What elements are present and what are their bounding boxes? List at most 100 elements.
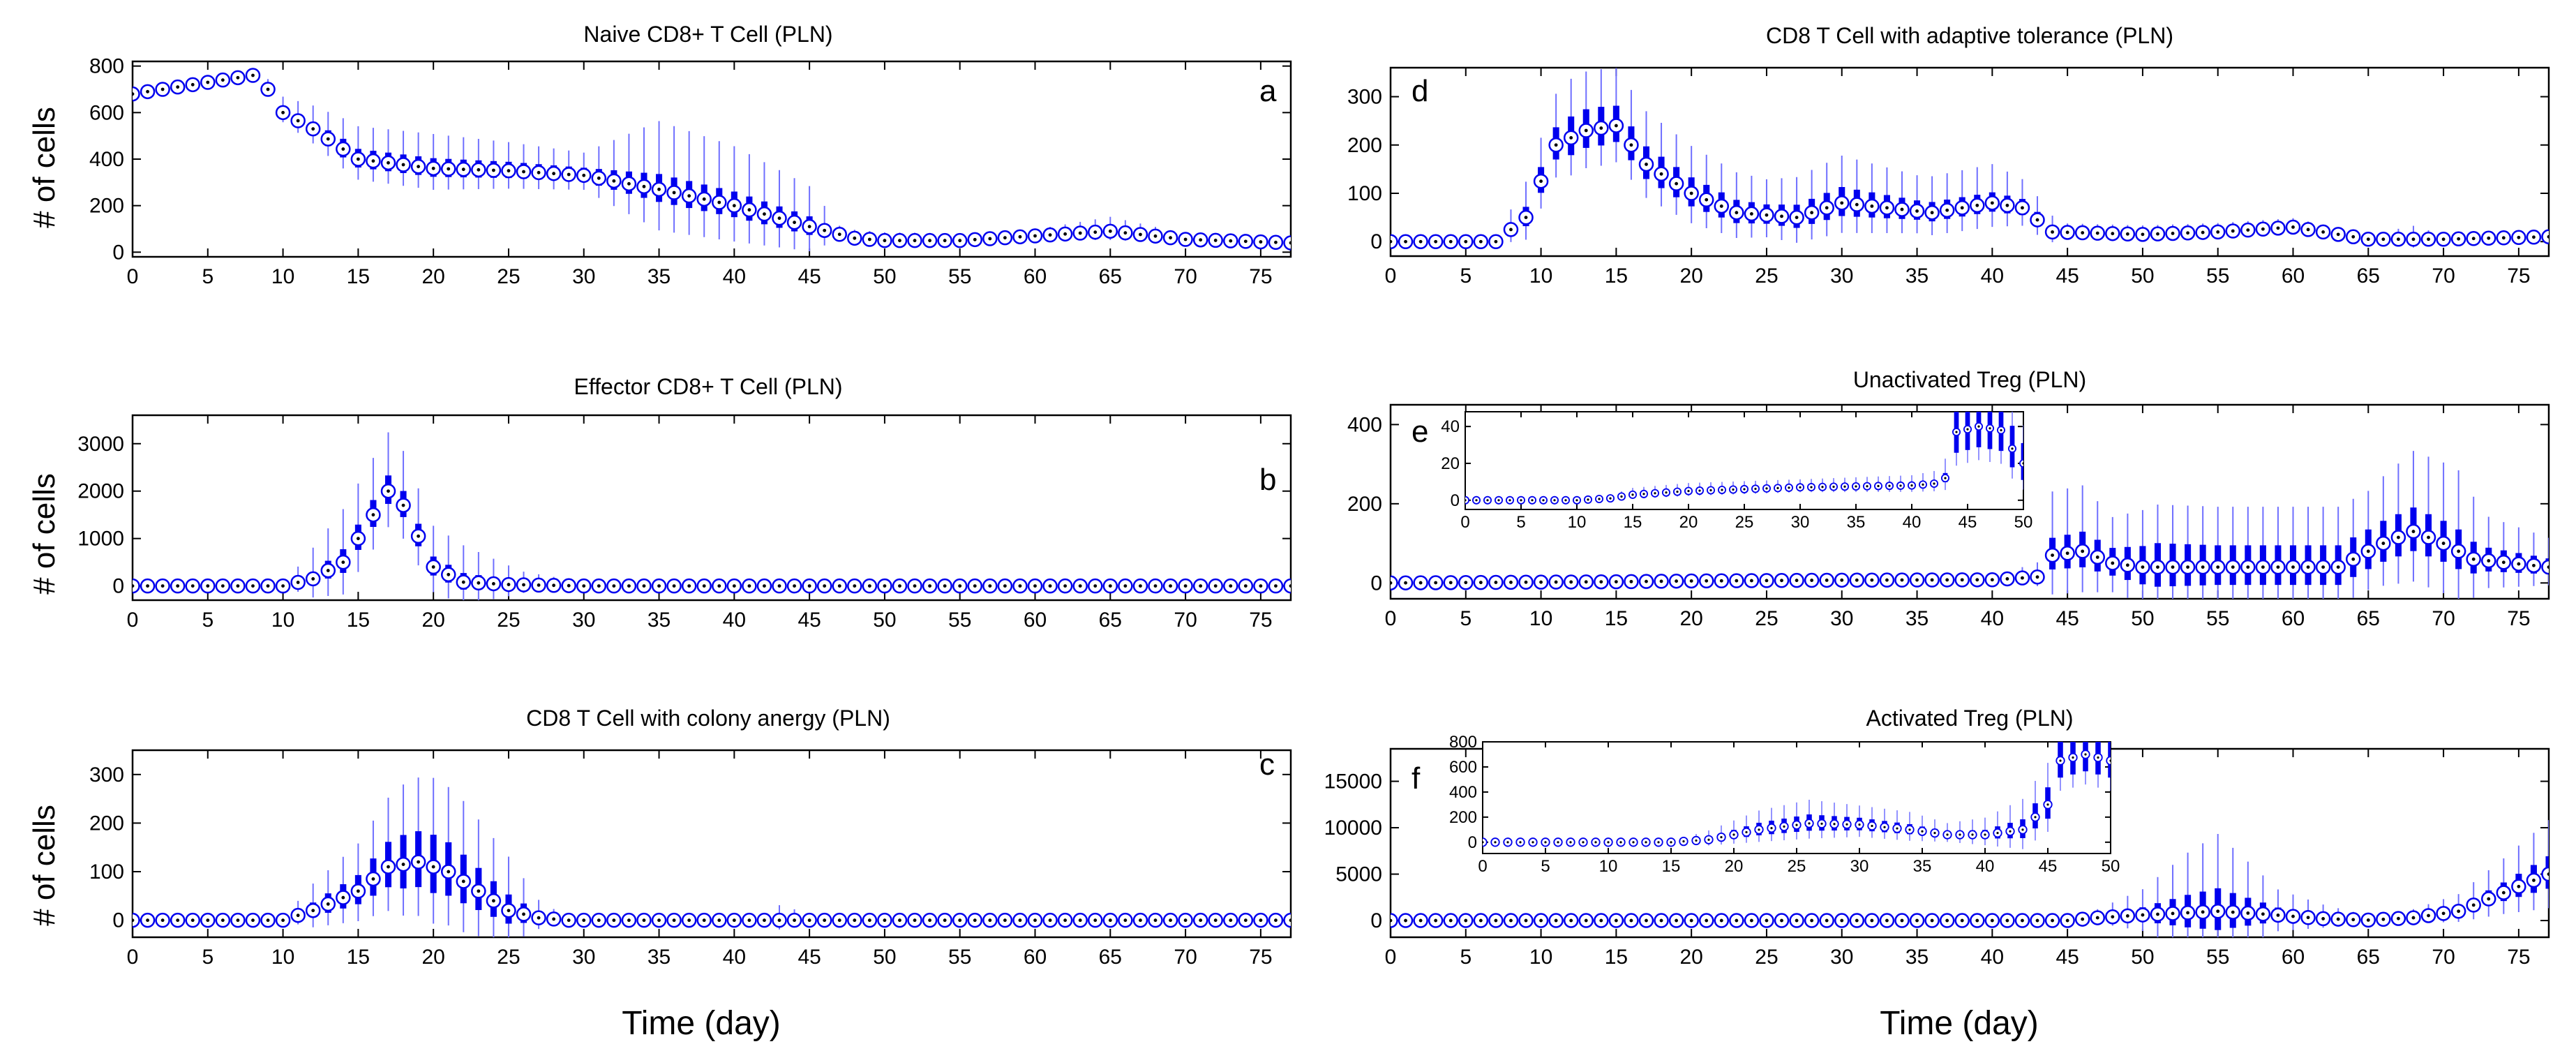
panel-f-median-dot	[1810, 918, 1814, 923]
panel-b-x-tick-label: 15	[347, 609, 370, 632]
panel-d-median-dot	[2216, 230, 2220, 234]
panel-f-inset-median-dot	[1607, 841, 1610, 844]
panel-f-median-dot	[2171, 911, 2175, 916]
panel-f-median-dot	[1840, 918, 1844, 923]
panel-a-median-dot	[1123, 231, 1128, 235]
panel-f-x-tick-label: 35	[1905, 946, 1929, 969]
panel-c-median-dot	[823, 918, 827, 923]
panel-d-median-dot	[2081, 231, 2085, 234]
panel-e-median-dot	[2021, 576, 2024, 580]
panel-c-median-dot	[1048, 918, 1052, 923]
panel-f-median-dot	[1915, 918, 1919, 923]
panel-f-inset-median-dot	[1946, 833, 1949, 836]
panel-e-x-tick-label: 15	[1605, 607, 1628, 630]
panel-e-median-dot	[2141, 565, 2145, 569]
panel-f-inset-median-dot	[1720, 836, 1723, 839]
panel-e-inset-median-marker	[2019, 459, 2023, 468]
panel-c-median-dot	[1243, 918, 1248, 923]
panel-b-median-dot	[311, 577, 315, 581]
panel-e-inset-median-dot	[1877, 484, 1880, 488]
panel-c-median-dot	[657, 918, 661, 923]
panel-b-x-tick-label: 50	[873, 609, 896, 632]
panel-c-x-tick-label: 30	[572, 946, 595, 969]
panel-f-median-dot	[1629, 918, 1633, 923]
panel-f-inset-median-dot	[1984, 833, 1986, 836]
panel-a-y-tick-label: 600	[89, 101, 124, 124]
panel-b-median-dot	[717, 584, 721, 588]
panel-b-median-dot	[853, 584, 857, 588]
panel-f-median-marker	[1391, 913, 1398, 928]
panel-e-median-dot	[2457, 549, 2461, 553]
panel-d-median-dot	[2035, 218, 2039, 222]
panel-a-median-dot	[447, 167, 451, 171]
panel-b-median-dot	[1033, 584, 1037, 588]
panel-e-median-dot	[1404, 581, 1407, 585]
panel-d-label: d	[1411, 74, 1428, 108]
panel-f-median-dot	[2291, 914, 2295, 918]
panel-f-median-dot	[1885, 918, 1889, 923]
panel-f-inset-median-dot	[1871, 824, 1873, 828]
panel-e-inset-median-dot	[1665, 491, 1668, 494]
panel-d-median-dot	[1614, 124, 1618, 128]
panel-f-median-dot	[2051, 918, 2054, 923]
panel-e-inset-median-dot	[1531, 499, 1534, 502]
panel-d-median-dot	[2171, 232, 2175, 235]
panel-c-x-tick-label: 15	[347, 946, 370, 969]
panel-e-x-tick-label: 0	[1385, 607, 1397, 630]
panel-b-median-dot	[206, 584, 210, 588]
panel-e-inset-median-dot	[1508, 499, 1511, 502]
panel-b-x-tick-label: 60	[1024, 609, 1047, 632]
panel-e-median-dot	[2306, 565, 2310, 569]
panel-d-median-dot	[1689, 191, 1693, 195]
panel-f-median-dot	[1870, 918, 1874, 923]
panel-a-median-dot	[206, 80, 210, 84]
panel-e-median-dot	[1569, 580, 1573, 584]
panel-a-median-dot	[627, 181, 631, 186]
panel-f-median-dot	[2276, 914, 2280, 917]
panel-f-inset-y-tick-label: 400	[1449, 783, 1477, 802]
panel-b-median-dot	[236, 584, 240, 588]
panel-e-x-tick-label: 50	[2131, 607, 2154, 630]
panel-f-median-dot	[1765, 918, 1769, 923]
panel-e-inset-median-dot	[1799, 486, 1802, 489]
panel-e-inset-median-dot	[1465, 499, 1467, 502]
panel-f-inset-median-dot	[1808, 822, 1811, 825]
panel-b-median-dot	[133, 584, 135, 588]
panel-e-inset-median-dot	[1888, 484, 1891, 487]
panel-f-median-dot	[1945, 918, 1949, 923]
panel-d-title: CD8 T Cell with adaptive tolerance (PLN)	[1766, 23, 2173, 48]
panel-d-median-dot	[1825, 206, 1829, 210]
panel-e-inset-median-dot	[1475, 499, 1478, 502]
panel-e-median-dot	[2186, 565, 2189, 569]
panel-b-median-dot	[672, 584, 676, 588]
panel-f-median-dot	[2366, 918, 2370, 922]
panel-f-inset-median-dot	[1758, 828, 1760, 831]
panel-c-median-dot	[387, 865, 390, 869]
panel-d-median-dot	[1840, 201, 1844, 205]
panel-f-inset-median-marker	[2106, 756, 2111, 766]
panel-a-median-dot	[1003, 236, 1007, 240]
panel-c-median-dot	[401, 863, 405, 866]
panel-b-median-dot	[251, 584, 255, 588]
panel-f-x-tick-label: 0	[1385, 946, 1397, 969]
panel-e-median-dot	[1990, 578, 1994, 582]
panel-e-median-dot	[2276, 565, 2280, 569]
panel-e-label: e	[1411, 415, 1428, 449]
panel-b-median-dot	[1183, 584, 1188, 588]
panel-a-median-dot	[1033, 234, 1037, 238]
panel-f-inset-median-dot	[1582, 841, 1585, 844]
panel-b-median-dot	[266, 584, 270, 588]
panel-b-median-dot	[1153, 584, 1158, 588]
panel-e-median-dot	[2427, 535, 2430, 539]
panel-f-median-dot	[1960, 918, 1964, 923]
panel-d-median-dot	[1900, 207, 1904, 211]
panel-a-median-dot	[793, 221, 796, 225]
panel-e-inset-median-dot	[1575, 499, 1578, 502]
panel-e-inset-median-dot	[1966, 428, 1969, 431]
panel-d-median-dot	[2501, 236, 2506, 240]
panel-e-median-dot	[2201, 565, 2205, 569]
panel-e-inset-median-dot	[1721, 489, 1723, 491]
panel-a-median-dot	[356, 157, 360, 161]
panel-c-median-dot	[461, 879, 465, 884]
panel-e-median-dot	[1945, 578, 1949, 582]
